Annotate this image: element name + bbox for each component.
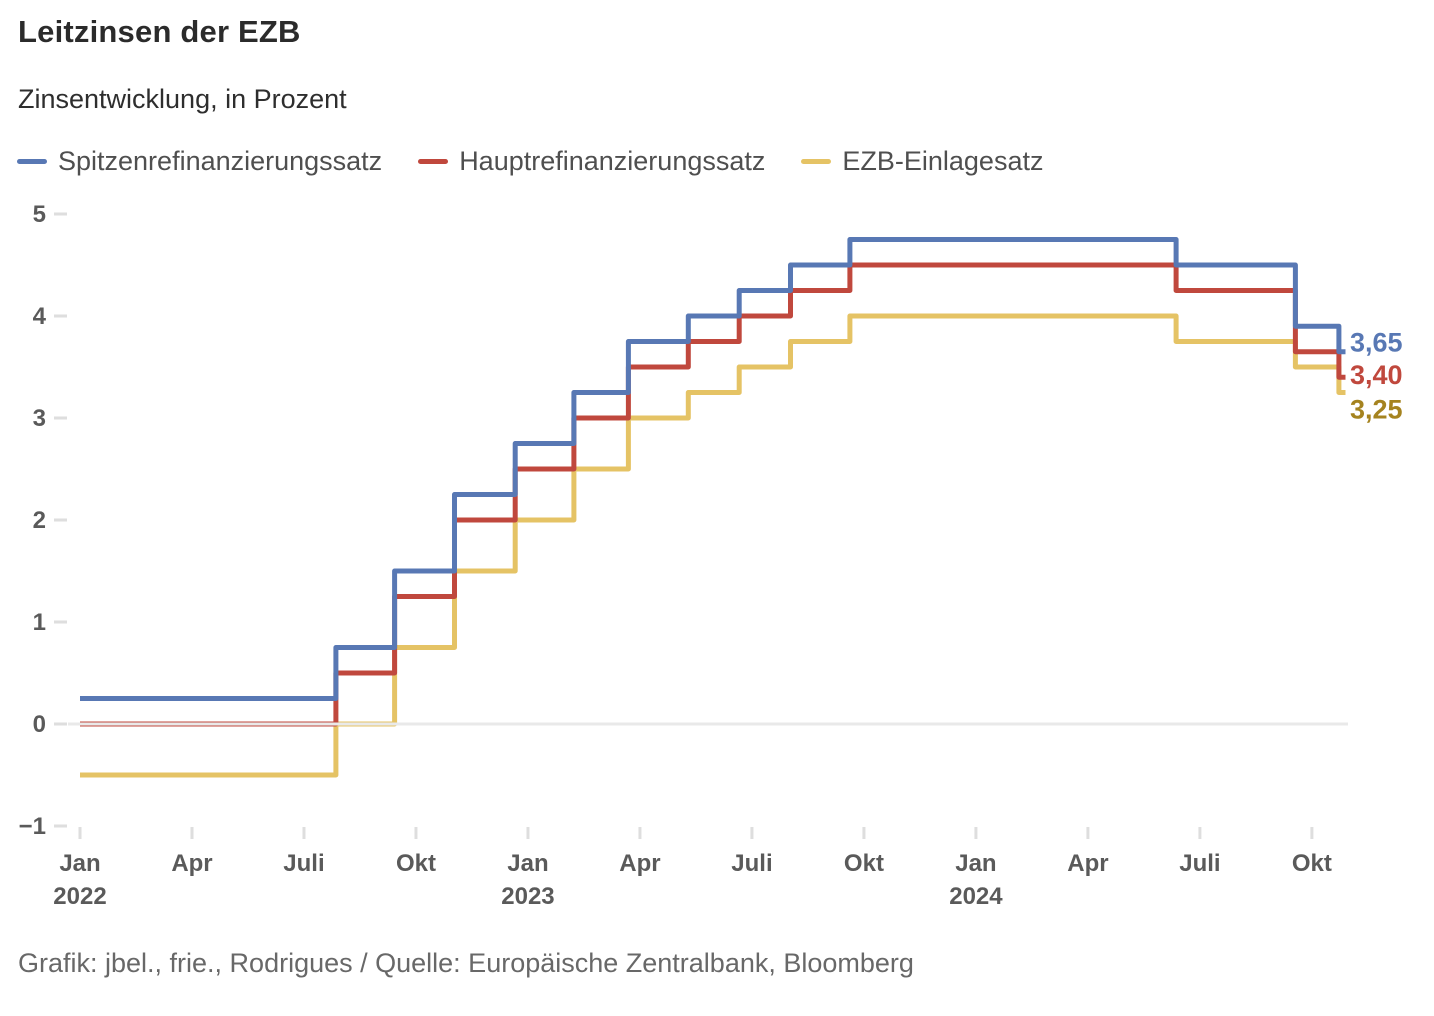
x-tick-label: Juli <box>1179 850 1220 877</box>
x-tick-label: Apr <box>1067 850 1108 877</box>
legend-dash-icon <box>17 159 47 164</box>
x-tick-year-label: 2022 <box>53 883 106 910</box>
y-tick-label: 5 <box>33 201 46 228</box>
end-value-label-haupt: 3,40 <box>1350 360 1403 390</box>
legend-item-ezb-einlagesatz: EZB-Einlagesatz <box>801 146 1043 177</box>
series-line-haupt <box>80 262 1346 727</box>
legend: Spitzenrefinanzierungssatz Hauptrefinanz… <box>17 146 1043 177</box>
legend-label: EZB-Einlagesatz <box>842 146 1044 176</box>
x-tick-label: Apr <box>171 850 212 877</box>
y-tick-label: 0 <box>33 711 46 738</box>
y-tick-label: −1 <box>19 813 46 840</box>
x-tick-label: Okt <box>1292 850 1332 877</box>
page-title: Leitzinsen der EZB <box>18 14 301 49</box>
x-tick-label: Jan <box>507 850 548 877</box>
end-value-label-einlage: 3,25 <box>1350 395 1403 425</box>
series-line-spitzen <box>80 237 1346 701</box>
legend-item-spitzenrefinanzierungssatz: Spitzenrefinanzierungssatz <box>17 146 382 177</box>
x-tick-label: Okt <box>844 850 884 877</box>
series-line-einlage <box>80 313 1346 778</box>
legend-label: Spitzenrefinanzierungssatz <box>58 146 383 176</box>
legend-dash-icon <box>801 159 832 164</box>
x-tick-label: Jan <box>59 850 100 877</box>
x-tick-year-label: 2023 <box>501 883 554 910</box>
x-tick-label: Apr <box>619 850 660 877</box>
legend-item-hauptrefinanzierungssatz: Hauptrefinanzierungssatz <box>418 146 765 177</box>
y-tick-label: 2 <box>33 507 46 534</box>
x-tick-label: Okt <box>396 850 436 877</box>
x-tick-label: Jan <box>955 850 996 877</box>
x-tick-label: Juli <box>283 850 324 877</box>
legend-dash-icon <box>418 159 449 164</box>
y-tick-label: 1 <box>33 609 46 636</box>
y-tick-label: 3 <box>33 405 46 432</box>
x-tick-year-label: 2024 <box>949 883 1003 910</box>
page-subtitle: Zinsentwicklung, in Prozent <box>18 84 347 114</box>
source-credit: Grafik: jbel., frie., Rodrigues / Quelle… <box>18 948 914 978</box>
legend-label: Hauptrefinanzierungssatz <box>459 146 766 176</box>
end-value-label-spitzen: 3,65 <box>1350 328 1403 358</box>
x-tick-label: Juli <box>731 850 772 877</box>
y-tick-label: 4 <box>33 303 47 330</box>
